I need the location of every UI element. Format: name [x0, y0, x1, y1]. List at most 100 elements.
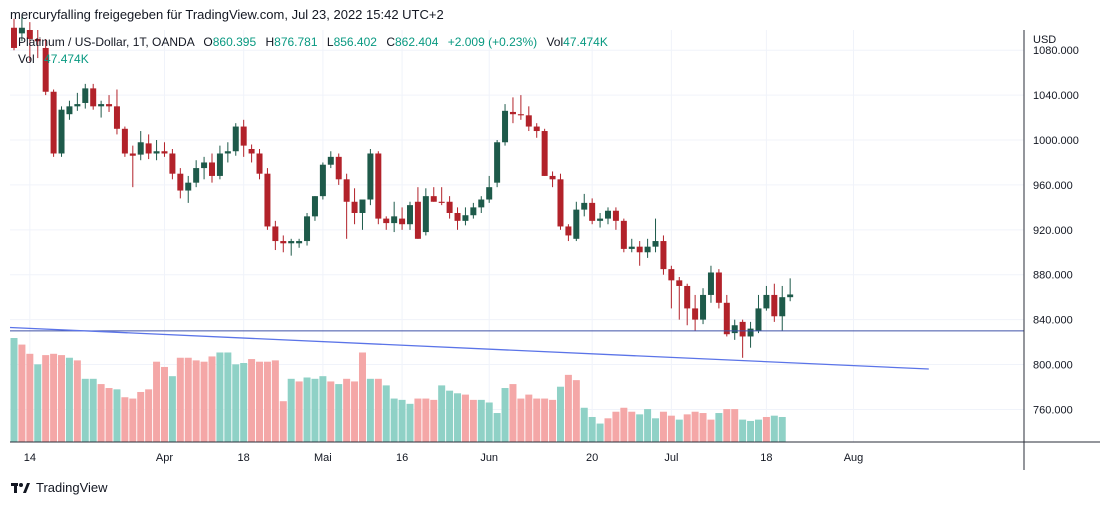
volume-bar	[691, 411, 699, 442]
low-value: 856.402	[333, 35, 377, 49]
candle-body	[399, 218, 406, 225]
candle-body	[90, 88, 97, 107]
candle-body	[58, 109, 65, 154]
candle-body	[747, 328, 754, 337]
volume-bar	[398, 399, 406, 442]
volume-bar	[699, 413, 707, 442]
candle-body	[430, 196, 437, 202]
y-tick-label: 840.000	[1033, 315, 1073, 327]
volume-bar	[168, 376, 176, 442]
volume-bar	[192, 360, 200, 442]
candle-body	[272, 226, 279, 242]
candle-body	[216, 153, 223, 176]
candle-body	[739, 321, 746, 337]
volume-bar	[50, 353, 58, 442]
y-tick-label: 1080.000	[1033, 45, 1079, 57]
candle-body	[50, 91, 57, 154]
volume-bar	[42, 355, 50, 442]
candle-body	[209, 162, 215, 176]
share-caption: mercuryfalling freigegeben für TradingVi…	[10, 7, 444, 22]
volume-bar	[762, 416, 770, 442]
volume-bar	[216, 352, 224, 442]
volume-bar	[311, 378, 319, 442]
volume-bar	[406, 403, 414, 442]
y-tick-label: 800.000	[1033, 360, 1073, 372]
candle-body	[232, 126, 239, 152]
volume-bar	[533, 398, 541, 442]
volume-bar	[675, 419, 683, 442]
volume-bar	[34, 364, 42, 442]
candle-body	[113, 106, 120, 129]
candle-body	[478, 199, 485, 208]
ohlc-legend: Platinum / US-Dollar, 1T, OANDA O860.395…	[18, 35, 608, 66]
volume-bar	[612, 411, 620, 442]
candle-body	[486, 187, 493, 200]
volume-bar	[731, 409, 739, 442]
candle-body	[304, 216, 311, 242]
volume-bar	[65, 357, 73, 442]
candle-body	[248, 148, 255, 154]
x-tick-label: Mai	[314, 452, 332, 464]
volume-bar	[184, 357, 192, 442]
volume-bar	[493, 413, 501, 442]
candle-body	[652, 241, 659, 247]
candle-body	[161, 151, 168, 154]
x-tick-label: Aug	[844, 452, 864, 464]
candle-body	[509, 111, 516, 115]
candle-body	[414, 201, 421, 239]
volume-bar	[683, 414, 691, 442]
candle-body	[668, 269, 675, 281]
x-tick-label: 18	[238, 452, 250, 464]
volume-bar	[271, 360, 279, 442]
low-label: L	[326, 35, 334, 49]
candle-body	[351, 201, 358, 213]
volume-bar	[240, 363, 248, 442]
volume-bar	[26, 353, 34, 442]
candle-body	[11, 27, 17, 48]
candle-body	[319, 164, 326, 197]
volume-bar	[667, 415, 675, 442]
volume-legend[interactable]: Vol 47.474K	[18, 52, 89, 66]
volume-bar	[145, 389, 153, 442]
volume-bar	[327, 381, 335, 442]
candle-body	[612, 210, 619, 221]
tradingview-logo[interactable]: TradingView	[11, 480, 108, 495]
candle-body	[605, 210, 611, 219]
volume-bar	[153, 361, 161, 442]
volume-bar	[549, 399, 557, 442]
volume-bar	[770, 415, 778, 442]
close-value: 862.404	[394, 35, 439, 49]
candle-body	[201, 162, 208, 169]
candle-body	[224, 151, 231, 154]
candle-body	[779, 297, 786, 317]
y-tick-label: 880.000	[1033, 270, 1073, 282]
volume-bar	[335, 384, 343, 442]
volume-bar	[358, 352, 366, 442]
candle-body	[106, 104, 113, 107]
x-tick-label: Apr	[156, 452, 173, 464]
candle-body	[121, 128, 128, 154]
volume-bar	[636, 414, 644, 442]
candle-body	[185, 182, 192, 191]
volume-bar	[224, 352, 232, 442]
volume-bar	[73, 360, 81, 442]
candle-body	[549, 175, 556, 180]
symbol-title[interactable]: Platinum / US-Dollar, 1T, OANDA	[18, 35, 195, 49]
volume-bar	[129, 398, 137, 442]
volume-bar	[477, 399, 485, 442]
candle-body	[288, 241, 295, 244]
candle-body	[454, 212, 461, 221]
y-tick-label: 1040.000	[1033, 90, 1079, 102]
volume-legend-value: 47.474K	[44, 52, 89, 66]
x-tick-label: Jun	[480, 452, 498, 464]
candle-body	[692, 308, 699, 320]
tradingview-logo-icon	[11, 482, 30, 493]
candlesticks	[11, 16, 794, 358]
drawing-lines[interactable]	[9, 326, 1024, 370]
open-label: O	[203, 35, 213, 49]
candle-body	[581, 202, 588, 210]
volume-bar	[517, 398, 525, 442]
volume-bar	[390, 398, 398, 442]
candle-body	[383, 218, 390, 224]
